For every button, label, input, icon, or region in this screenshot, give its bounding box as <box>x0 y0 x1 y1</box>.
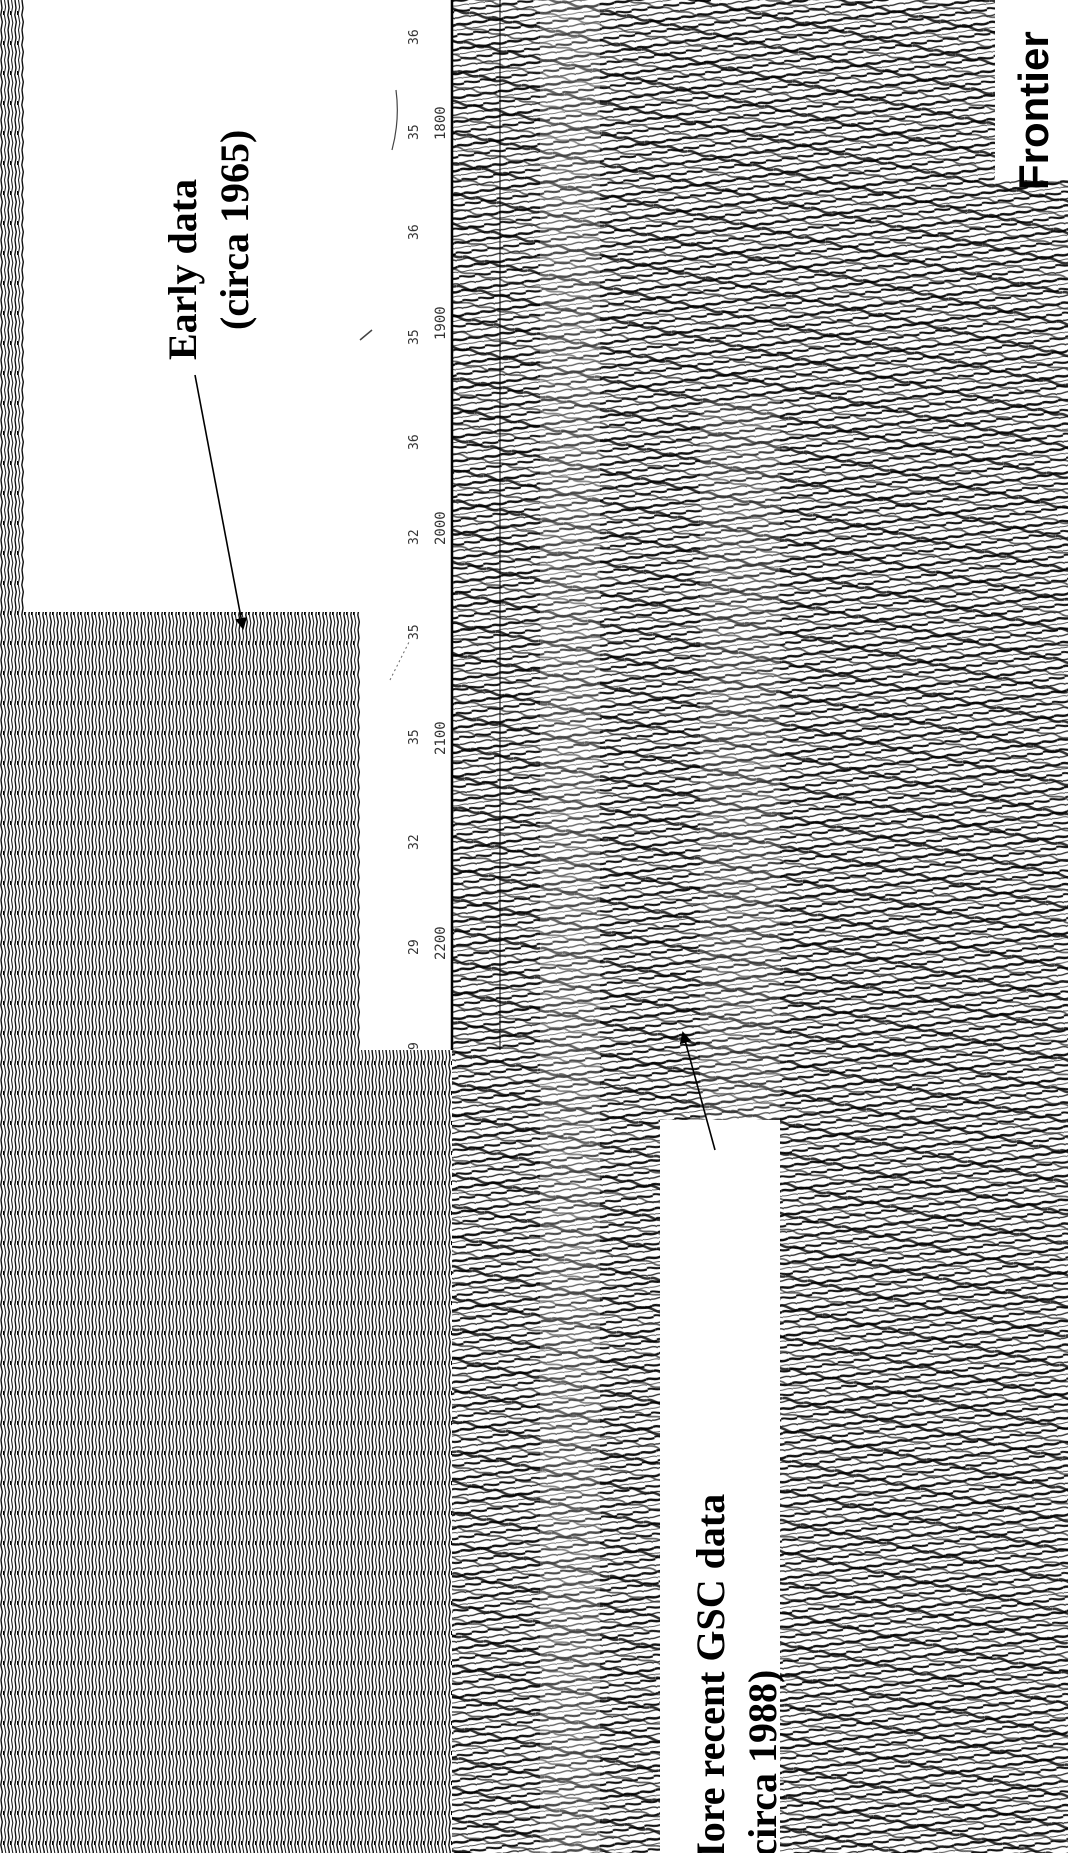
early-section-texture <box>0 0 518 1853</box>
shotpoint-label: 1900 <box>433 306 449 340</box>
fold-number: 35 <box>407 329 422 345</box>
shotpoint-label: 2200 <box>433 926 449 960</box>
fold-number: 35 <box>407 124 422 140</box>
early-data-label: Early data (circa 1965) <box>160 130 257 630</box>
fold-number: 35 <box>407 729 422 745</box>
recent-data-arrow <box>679 1031 716 1151</box>
fold-number: 36 <box>407 434 422 450</box>
fold-number: 29 <box>407 939 422 955</box>
shotpoint-label: 1800 <box>433 106 449 140</box>
fold-number: 32 <box>407 529 422 545</box>
fold-number: 35 <box>407 624 422 640</box>
shotpoint-label: 2000 <box>433 511 449 545</box>
shotpoint-label: 2100 <box>433 721 449 755</box>
early-data-label-line2: (circa 1965) <box>212 130 257 330</box>
recent-data-label-line2: (circa 1988) <box>740 1670 785 1853</box>
shotpoint-axis: 1800 1900 2000 2100 2200 36 35 36 35 36 … <box>359 29 449 1050</box>
early-data-label-line1: Early data <box>160 179 205 360</box>
recent-data-label: More recent GSC data (circa 1988) <box>660 1031 785 1853</box>
fold-number: 36 <box>407 224 422 240</box>
early-data-arrow <box>194 374 248 630</box>
corner-title: Frontier <box>1010 31 1057 190</box>
fold-number: 32 <box>407 834 422 850</box>
fold-number: 9 <box>407 1042 422 1050</box>
recent-data-label-line1: More recent GSC data <box>688 1494 733 1853</box>
fold-number: 36 <box>407 29 422 45</box>
